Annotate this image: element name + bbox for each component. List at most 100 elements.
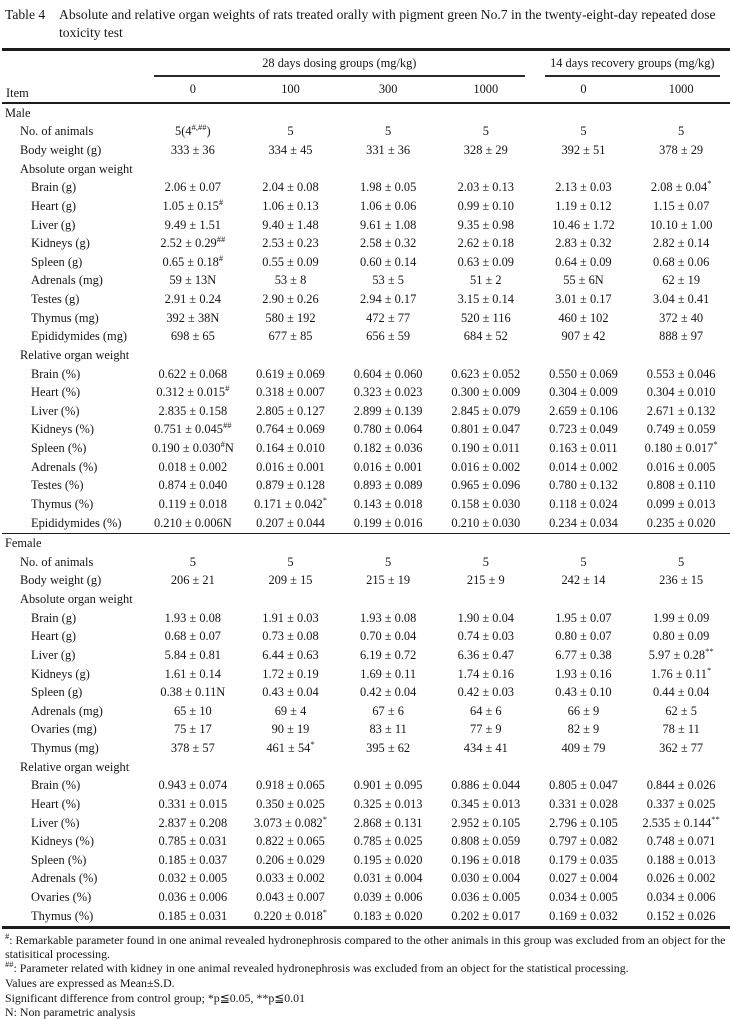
value-cell: 0.195 ± 0.020 <box>353 852 423 867</box>
row-label: Relative organ weight <box>20 347 130 362</box>
value-cell: 0.808 ± 0.110 <box>646 478 716 493</box>
value-cell: 1.15 ± 0.07 <box>652 198 710 213</box>
table-row: Brain (%) 0.622 ± 0.068 0.619 ± 0.069 0.604… <box>2 365 730 384</box>
value-cell: 209 ± 15 <box>268 573 313 588</box>
value-cell: 0.879 ± 0.128 <box>256 478 325 493</box>
value-cell: 0.171 ± 0.042* <box>253 494 327 511</box>
value-cell: 0.206 ± 0.029 <box>256 852 325 867</box>
value-cell: 83 ± 11 <box>369 722 407 737</box>
value-cell: 9.35 ± 0.98 <box>457 217 514 232</box>
value-cell: 0.190 ± 0.030#N <box>151 438 234 456</box>
table-row: Adrenals (mg) 59 ± 13N 53 ± 8 53 ± 5 51 ± 2 5… <box>2 272 730 291</box>
value-cell: 5 <box>580 554 587 569</box>
value-cell: 2.868 ± 0.131 <box>353 815 423 830</box>
value-cell: 2.845 ± 0.079 <box>451 403 521 418</box>
value-cell: 0.63 ± 0.09 <box>457 254 514 269</box>
footnote-line: ##: Parameter related with kidney in one… <box>5 959 629 976</box>
row-label: Brain (%) <box>31 778 81 793</box>
value-cell: 0.780 ± 0.132 <box>549 478 618 493</box>
table-header: Item 28 days dosing groups (mg/kg) 14 da… <box>2 49 730 105</box>
value-cell: 0.014 ± 0.002 <box>549 459 618 474</box>
table-row: Ovaries (%) 0.036 ± 0.006 0.043 ± 0.007 0.0… <box>2 889 730 908</box>
value-cell: 1.93 ± 0.16 <box>555 666 612 681</box>
dose-header: 1000 <box>436 78 535 105</box>
value-cell: 0.42 ± 0.03 <box>457 685 514 700</box>
value-cell: 656 ± 59 <box>366 329 411 344</box>
footnote-line: N: Non parametric analysis <box>5 1005 136 1019</box>
value-cell: 0.143 ± 0.018 <box>353 496 423 511</box>
row-label: Spleen (g) <box>31 685 83 700</box>
value-cell: 75 ± 17 <box>173 722 212 737</box>
recovery-group-label: 14 days recovery groups (mg/kg) <box>544 56 720 78</box>
value-cell: 5 <box>580 124 587 139</box>
value-cell: 0.808 ± 0.059 <box>451 834 521 849</box>
value-cell: 0.318 ± 0.007 <box>256 385 325 400</box>
value-cell: 0.036 ± 0.006 <box>158 890 228 905</box>
dosing-group-header: 28 days dosing groups (mg/kg) <box>144 50 535 79</box>
row-label: Adrenals (%) <box>31 459 98 474</box>
value-cell: 2.837 ± 0.208 <box>158 815 228 830</box>
value-cell <box>437 346 535 365</box>
value-cell: 461 ± 54* <box>266 738 315 756</box>
value-cell: 0.801 ± 0.047 <box>451 422 521 437</box>
value-cell <box>339 160 437 179</box>
value-cell: 0.026 ± 0.002 <box>646 871 716 886</box>
table-row: Kidneys (%) 0.751 ± 0.045## 0.764 ± 0.069 0… <box>2 421 730 440</box>
table-row: No. of animals 5 5 5 5 5 5 <box>2 553 730 572</box>
value-cell: 69 ± 4 <box>274 703 307 718</box>
value-cell: 378 ± 57 <box>170 741 215 756</box>
value-cell: 0.42 ± 0.04 <box>359 685 417 700</box>
value-cell: 0.893 ± 0.089 <box>353 478 423 493</box>
table-row: Liver (%) 2.835 ± 0.158 2.805 ± 0.127 2.899… <box>2 402 730 421</box>
value-cell: 0.345 ± 0.013 <box>451 796 521 811</box>
table-row: Spleen (%) 0.185 ± 0.037 0.206 ± 0.029 0.19… <box>2 851 730 870</box>
table-row: Brain (g) 2.06 ± 0.07 2.04 ± 0.08 1.98 ± 0.… <box>2 179 730 198</box>
value-cell: 0.179 ± 0.035 <box>549 852 618 867</box>
value-cell: 2.83 ± 0.32 <box>555 236 612 251</box>
value-cell: 0.80 ± 0.09 <box>652 629 710 644</box>
value-cell: 2.952 ± 0.105 <box>451 815 521 830</box>
value-cell: 62 ± 19 <box>662 273 701 288</box>
value-cell: 215 ± 9 <box>466 573 505 588</box>
value-cell: 0.623 ± 0.052 <box>451 366 521 381</box>
value-cell: 2.03 ± 0.13 <box>457 180 514 195</box>
value-cell: 0.785 ± 0.025 <box>353 834 423 849</box>
value-cell: 0.030 ± 0.004 <box>451 871 521 886</box>
value-cell: 5 <box>678 554 685 569</box>
row-label: Adrenals (mg) <box>31 703 103 718</box>
value-cell: 0.185 ± 0.037 <box>158 852 228 867</box>
row-label: Thymus (mg) <box>31 310 99 325</box>
value-cell: 3.01 ± 0.17 <box>555 292 612 307</box>
value-cell: 0.73 ± 0.08 <box>262 629 319 644</box>
value-cell: 0.188 ± 0.013 <box>646 852 716 867</box>
value-cell: 0.180 ± 0.017* <box>644 438 718 456</box>
value-cell: 0.350 ± 0.025 <box>256 796 325 811</box>
value-cell: 0.64 ± 0.09 <box>555 254 612 269</box>
section-row-female: Female <box>2 532 730 554</box>
value-cell: 215 ± 19 <box>366 573 411 588</box>
table-row: Spleen (g) 0.38 ± 0.11N 0.43 ± 0.04 0.42 ± … <box>2 684 730 703</box>
value-cell: 0.874 ± 0.040 <box>158 478 228 493</box>
value-cell: 0.331 ± 0.028 <box>549 796 618 811</box>
value-cell <box>437 160 535 179</box>
value-cell: 0.822 ± 0.065 <box>256 834 325 849</box>
value-cell: 0.234 ± 0.034 <box>549 515 618 530</box>
value-cell: 78 ± 11 <box>662 722 700 737</box>
value-cell: 5 <box>482 554 489 569</box>
row-label: Spleen (%) <box>31 852 87 867</box>
value-cell: 0.622 ± 0.068 <box>158 366 228 381</box>
value-cell: 0.99 ± 0.10 <box>457 198 514 213</box>
value-cell: 2.671 ± 0.132 <box>646 403 716 418</box>
table-row: Spleen (g) 0.65 ± 0.18# 0.55 ± 0.09 0.60 ± … <box>2 253 730 272</box>
table-row: Liver (g) 9.49 ± 1.51 9.40 ± 1.48 9.61 ± 1.… <box>2 216 730 235</box>
value-cell: 888 ± 97 <box>659 329 704 344</box>
value-cell: 1.76 ± 0.11* <box>651 664 712 681</box>
footnotes: #: Remarkable parameter found in one ani… <box>2 929 730 1019</box>
value-cell: 0.553 ± 0.046 <box>646 366 716 381</box>
value-cell <box>242 591 340 610</box>
value-cell: 3.073 ± 0.082* <box>253 813 327 830</box>
value-cell: 2.91 ± 0.24 <box>164 292 222 307</box>
value-cell: 0.235 ± 0.020 <box>646 515 716 530</box>
row-label: Kidneys (g) <box>31 666 90 681</box>
